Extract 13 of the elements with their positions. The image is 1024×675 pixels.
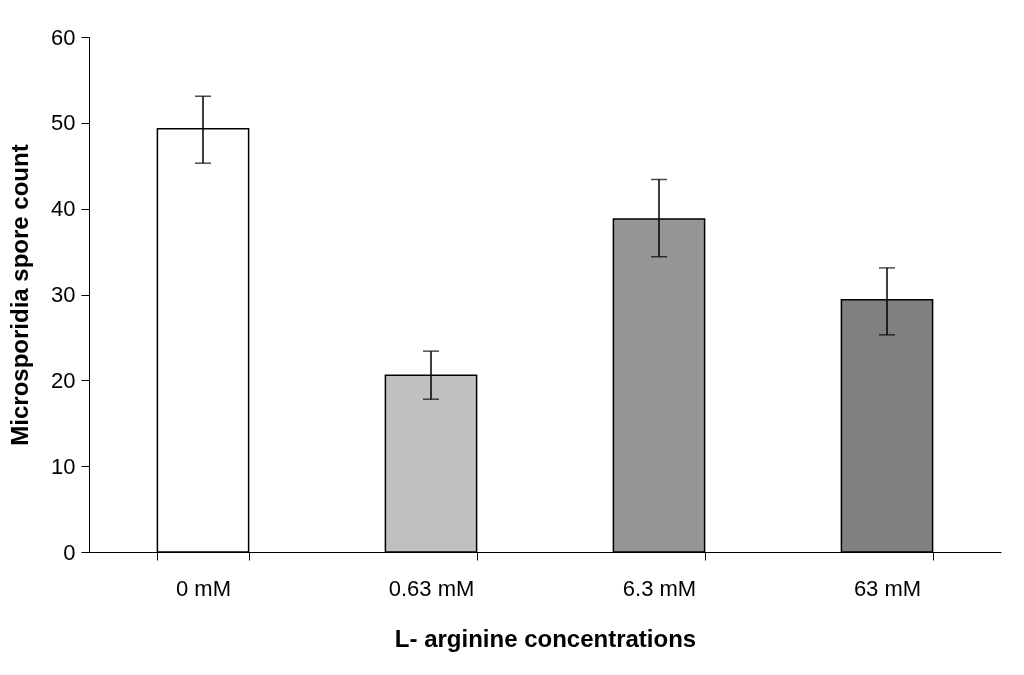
y-tick-label: 50 (51, 110, 76, 136)
x-axis-title: L- arginine concentrations (394, 624, 697, 652)
x-tick-label: 63 mM (853, 575, 922, 601)
y-tick-label: 20 (51, 367, 76, 393)
x-tick-label: 0 mM (176, 575, 231, 601)
y-tick-label: 60 (51, 24, 76, 50)
x-tick-label: 0.63 mM (388, 575, 475, 601)
y-tick-label: 10 (51, 453, 76, 479)
y-tick-label: 0 (63, 539, 76, 565)
x-tick-label: 6.3 mM (622, 575, 697, 601)
y-tick-label: 40 (51, 196, 76, 222)
y-tick-label: 30 (51, 282, 76, 307)
y-axis-title: Microsporidia spore count (6, 144, 34, 446)
